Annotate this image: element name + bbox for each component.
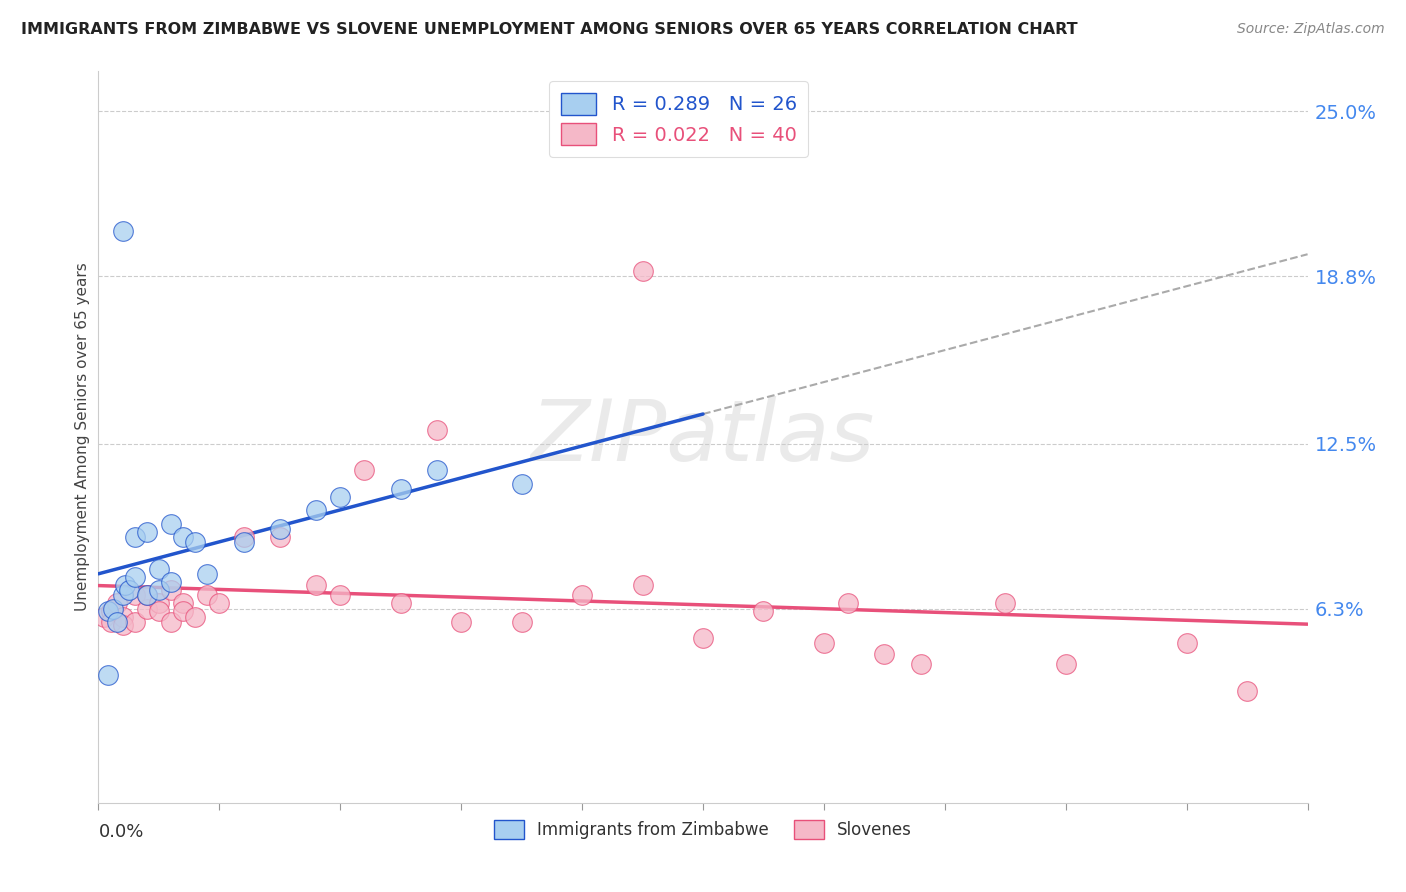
- Point: [305, 503, 328, 517]
- Point: [184, 535, 207, 549]
- Point: [160, 516, 183, 531]
- Point: [184, 609, 207, 624]
- Point: [269, 522, 291, 536]
- Point: [105, 596, 128, 610]
- Point: [101, 601, 124, 615]
- Point: [100, 615, 122, 629]
- Point: [124, 588, 146, 602]
- Point: [124, 570, 146, 584]
- Point: [631, 264, 654, 278]
- Point: [111, 617, 134, 632]
- Text: IMMIGRANTS FROM ZIMBABWE VS SLOVENE UNEMPLOYMENT AMONG SENIORS OVER 65 YEARS COR: IMMIGRANTS FROM ZIMBABWE VS SLOVENE UNEM…: [21, 22, 1078, 37]
- Point: [305, 577, 328, 591]
- Point: [232, 530, 254, 544]
- Point: [172, 596, 194, 610]
- Point: [353, 463, 375, 477]
- Point: [118, 582, 141, 597]
- Point: [111, 588, 134, 602]
- Point: [510, 615, 533, 629]
- Point: [148, 582, 170, 597]
- Point: [148, 596, 170, 610]
- Point: [97, 604, 120, 618]
- Point: [692, 631, 714, 645]
- Point: [105, 615, 128, 629]
- Point: [135, 524, 157, 539]
- Point: [135, 588, 157, 602]
- Point: [114, 577, 136, 591]
- Point: [97, 668, 120, 682]
- Point: [571, 588, 593, 602]
- Point: [124, 615, 146, 629]
- Point: [813, 636, 835, 650]
- Point: [148, 604, 170, 618]
- Point: [1236, 684, 1258, 698]
- Point: [426, 463, 449, 477]
- Point: [837, 596, 859, 610]
- Point: [111, 609, 134, 624]
- Point: [195, 588, 218, 602]
- Point: [873, 647, 896, 661]
- Point: [208, 596, 231, 610]
- Point: [450, 615, 472, 629]
- Point: [1054, 657, 1077, 672]
- Point: [329, 588, 352, 602]
- Text: 0.0%: 0.0%: [98, 823, 143, 841]
- Point: [1175, 636, 1198, 650]
- Point: [135, 601, 157, 615]
- Text: Source: ZipAtlas.com: Source: ZipAtlas.com: [1237, 22, 1385, 37]
- Y-axis label: Unemployment Among Seniors over 65 years: Unemployment Among Seniors over 65 years: [75, 263, 90, 611]
- Point: [111, 224, 134, 238]
- Point: [148, 562, 170, 576]
- Point: [93, 609, 115, 624]
- Point: [124, 530, 146, 544]
- Point: [510, 476, 533, 491]
- Point: [160, 582, 183, 597]
- Point: [631, 577, 654, 591]
- Point: [135, 588, 157, 602]
- Point: [389, 596, 412, 610]
- Legend: Immigrants from Zimbabwe, Slovenes: Immigrants from Zimbabwe, Slovenes: [488, 814, 918, 846]
- Text: ZIPatlas: ZIPatlas: [531, 395, 875, 479]
- Point: [232, 535, 254, 549]
- Point: [269, 530, 291, 544]
- Point: [910, 657, 932, 672]
- Point: [752, 604, 775, 618]
- Point: [172, 604, 194, 618]
- Point: [994, 596, 1017, 610]
- Point: [160, 615, 183, 629]
- Point: [100, 604, 122, 618]
- Point: [160, 575, 183, 590]
- Point: [195, 567, 218, 582]
- Point: [426, 424, 449, 438]
- Point: [172, 530, 194, 544]
- Point: [389, 482, 412, 496]
- Point: [329, 490, 352, 504]
